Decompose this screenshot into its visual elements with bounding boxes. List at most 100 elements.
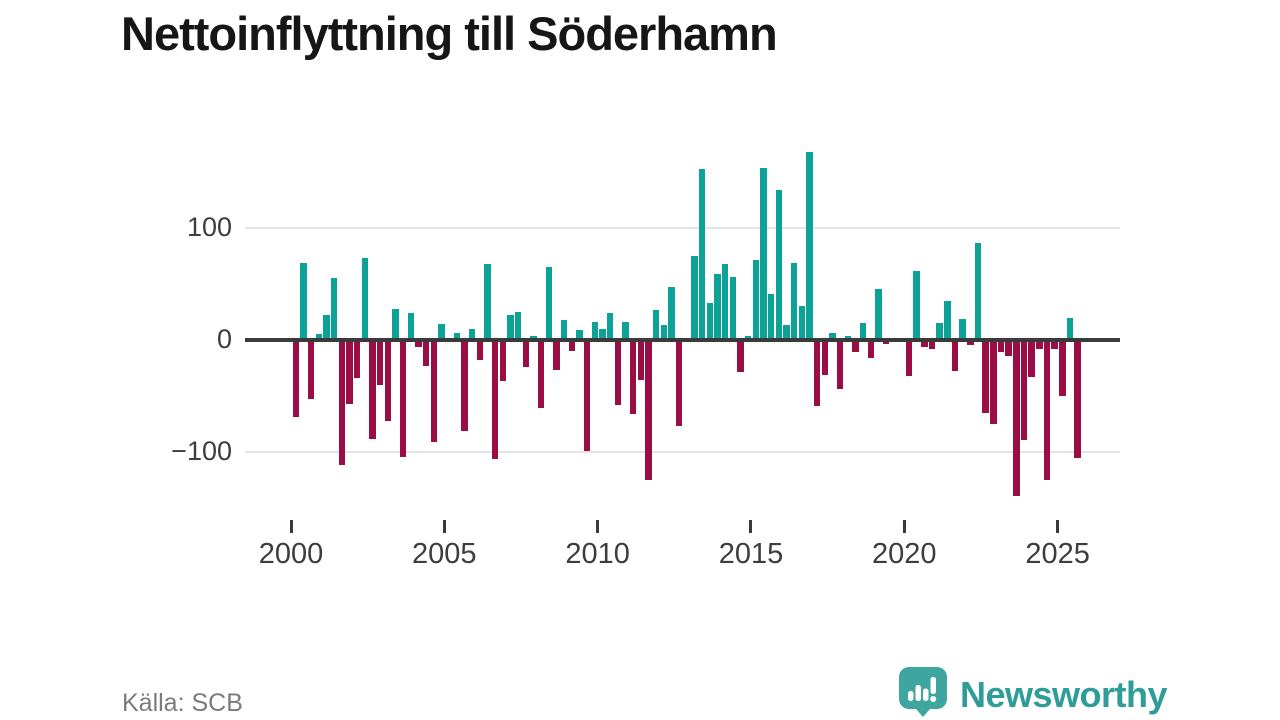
bar-2024Q1 xyxy=(1028,341,1035,377)
bar-2012Q1 xyxy=(660,325,668,340)
bar-2023Q4 xyxy=(1020,341,1028,440)
bar-2004Q4 xyxy=(438,324,445,340)
bar-2004Q1 xyxy=(415,341,422,347)
bar-2012Q2 xyxy=(668,287,675,340)
bar-2002Q4 xyxy=(376,341,384,385)
bar-2005Q2 xyxy=(453,333,461,340)
x-axis-tick-2000 xyxy=(289,520,293,533)
bar-2016Q3 xyxy=(798,306,806,340)
bar-2007Q3 xyxy=(522,341,530,367)
x-axis-label-2010: 2010 xyxy=(565,538,630,570)
bar-2017Q2 xyxy=(821,341,829,375)
bar-2001Q1 xyxy=(323,315,330,340)
y-axis-label: −100 xyxy=(171,436,232,466)
bar-2020Q2 xyxy=(913,271,920,340)
bar-2025Q1 xyxy=(1059,341,1066,396)
bar-2014Q2 xyxy=(729,277,737,340)
gridline-y100 xyxy=(245,227,1120,229)
bar-2023Q3 xyxy=(1013,341,1020,496)
bar-2015Q4 xyxy=(775,190,783,340)
bar-2008Q2 xyxy=(545,267,553,340)
bar-2006Q3 xyxy=(491,341,499,459)
bar-2009Q4 xyxy=(591,322,599,340)
bar-2023Q2 xyxy=(1005,341,1012,356)
bar-2010Q3 xyxy=(614,341,622,405)
page-title: Nettoinflyttning till Söderhamn xyxy=(121,7,778,60)
bar-2004Q3 xyxy=(430,341,438,442)
bar-2024Q2 xyxy=(1036,341,1043,349)
x-axis-label-2025: 2025 xyxy=(1025,538,1090,570)
bar-2025Q2 xyxy=(1066,318,1074,340)
bar-2008Q1 xyxy=(537,341,545,408)
y-axis-label: 100 xyxy=(186,212,232,242)
bar-2009Q2 xyxy=(576,330,583,340)
bar-2008Q4 xyxy=(560,320,568,340)
x-axis-label-2000: 2000 xyxy=(258,538,324,570)
bar-2014Q3 xyxy=(737,341,744,372)
bar-2000Q3 xyxy=(307,341,315,399)
bar-2022Q2 xyxy=(974,243,982,340)
bar-2000Q2 xyxy=(300,263,307,340)
x-axis-tick-2025 xyxy=(1056,520,1060,533)
bar-2016Q4 xyxy=(806,152,813,340)
bar-2022Q4 xyxy=(990,341,997,424)
bar-2002Q2 xyxy=(361,258,369,340)
bar-2013Q4 xyxy=(714,274,721,340)
bar-2011Q1 xyxy=(629,341,637,414)
zero-baseline xyxy=(245,338,1120,342)
bar-2003Q3 xyxy=(399,341,407,457)
bar-2019Q1 xyxy=(875,289,882,340)
bar-2019Q2 xyxy=(882,341,890,344)
bar-2005Q3 xyxy=(461,341,468,431)
x-axis-label-2005: 2005 xyxy=(412,538,477,570)
bar-2021Q2 xyxy=(944,301,951,340)
bar-2012Q3 xyxy=(675,341,683,426)
bar-2006Q4 xyxy=(499,341,507,381)
bar-2010Q4 xyxy=(622,322,629,340)
brand-logo: Newsworthy xyxy=(898,666,1168,720)
bar-2007Q1 xyxy=(507,315,514,340)
bar-2025Q3 xyxy=(1074,341,1081,458)
bar-2024Q4 xyxy=(1051,341,1058,349)
bar-2016Q2 xyxy=(790,263,798,340)
bar-2014Q1 xyxy=(721,264,729,340)
bar-2017Q4 xyxy=(836,341,844,389)
bar-2011Q3 xyxy=(645,341,652,480)
bar-2010Q2 xyxy=(606,313,614,340)
bar-2006Q2 xyxy=(484,264,491,340)
bar-2010Q1 xyxy=(599,329,606,340)
bar-2015Q2 xyxy=(760,168,767,340)
newsworthy-bubble-chart-icon xyxy=(898,666,948,720)
gridline-y-100 xyxy=(245,451,1120,453)
bar-2013Q3 xyxy=(706,303,714,340)
bar-2021Q3 xyxy=(951,341,959,371)
bar-2000Q4 xyxy=(315,334,323,340)
bar-2005Q4 xyxy=(468,329,476,340)
bar-2003Q2 xyxy=(392,309,399,340)
bar-2003Q4 xyxy=(407,313,415,340)
bar-2008Q3 xyxy=(553,341,560,370)
bar-2015Q1 xyxy=(752,260,760,340)
bar-2001Q4 xyxy=(346,341,353,404)
bar-2001Q3 xyxy=(338,341,346,465)
bar-2013Q2 xyxy=(698,169,706,340)
bar-2015Q3 xyxy=(767,294,775,340)
bar-2020Q3 xyxy=(921,341,928,347)
x-axis-tick-2005 xyxy=(442,520,446,533)
bar-2021Q1 xyxy=(936,323,943,340)
bar-2002Q3 xyxy=(369,341,376,439)
x-axis-tick-2015 xyxy=(749,520,753,533)
brand-name: Newsworthy xyxy=(960,673,1168,715)
bar-2021Q4 xyxy=(959,319,966,340)
x-axis-label-2015: 2015 xyxy=(718,538,784,570)
bar-2017Q3 xyxy=(829,333,836,340)
bar-2006Q1 xyxy=(476,341,484,360)
bar-2024Q3 xyxy=(1043,341,1051,480)
bar-2017Q1 xyxy=(813,341,821,406)
bar-2003Q1 xyxy=(384,341,392,421)
bar-2007Q2 xyxy=(514,312,522,340)
bar-2020Q4 xyxy=(928,341,936,349)
bar-2016Q1 xyxy=(783,325,790,340)
